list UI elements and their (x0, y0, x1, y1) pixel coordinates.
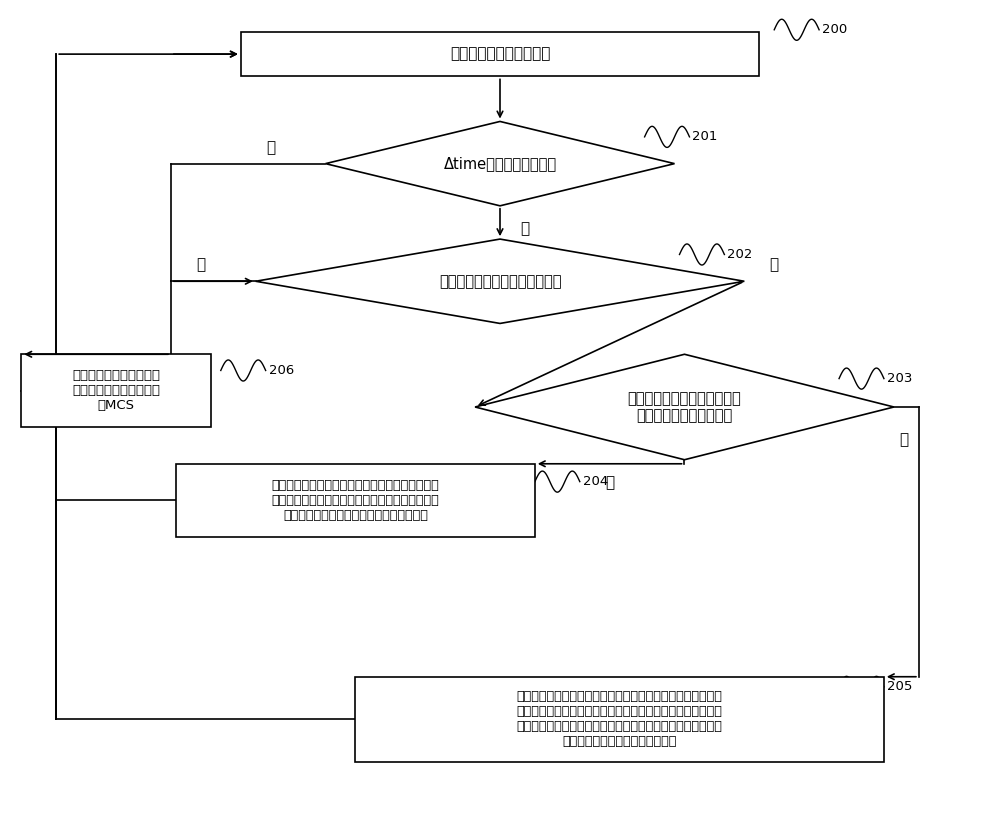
Text: 206: 206 (269, 364, 294, 377)
Text: 204: 204 (583, 475, 608, 488)
Text: 否: 否 (899, 432, 908, 447)
Text: 循环可被调度的所有终端: 循环可被调度的所有终端 (450, 46, 550, 62)
Text: 是: 是 (605, 475, 614, 490)
FancyBboxPatch shape (176, 464, 535, 536)
Text: 205: 205 (887, 681, 912, 693)
Polygon shape (325, 121, 675, 206)
FancyBboxPatch shape (21, 354, 211, 427)
Text: 根据上次分配的调制与编码方式、期望申请的传输块大小和当
前有效的物理资源块，确定为终端分配的物理资源块和传输块
大小，并且确定当前使用的调制与编码方式与上次为终: 根据上次分配的调制与编码方式、期望申请的传输块大小和当 前有效的物理资源块，确定… (517, 690, 723, 748)
Text: 是: 是 (770, 257, 779, 273)
Text: 当前有效的物理资源块是否满
足期望申请的物理资源块: 当前有效的物理资源块是否满 足期望申请的物理资源块 (628, 391, 741, 423)
Text: 确定为终端分配的物理资源块为期望申请的物理资
源块，且确定当前使用的调制与编码方式与上次为
终端分配资源时使用的调制与编码方式相同: 确定为终端分配的物理资源块为期望申请的物理资 源块，且确定当前使用的调制与编码方… (272, 479, 439, 522)
FancyBboxPatch shape (241, 32, 759, 77)
Text: 信道质量变化是否在预设范围内: 信道质量变化是否在预设范围内 (439, 274, 561, 289)
Text: 202: 202 (727, 247, 753, 260)
Text: 执行链路自适应算法得到
传输资源块、传输块大小
和MCS: 执行链路自适应算法得到 传输资源块、传输块大小 和MCS (72, 370, 160, 412)
Polygon shape (256, 239, 744, 323)
Text: 203: 203 (887, 372, 912, 385)
Text: 是: 是 (520, 221, 529, 236)
Text: 否: 否 (266, 140, 275, 155)
FancyBboxPatch shape (355, 676, 884, 762)
Text: 200: 200 (822, 23, 847, 36)
Polygon shape (475, 354, 894, 460)
Text: Δtime是否在预设周期内: Δtime是否在预设周期内 (443, 156, 557, 171)
Text: 201: 201 (692, 130, 718, 143)
Text: 否: 否 (196, 257, 205, 273)
